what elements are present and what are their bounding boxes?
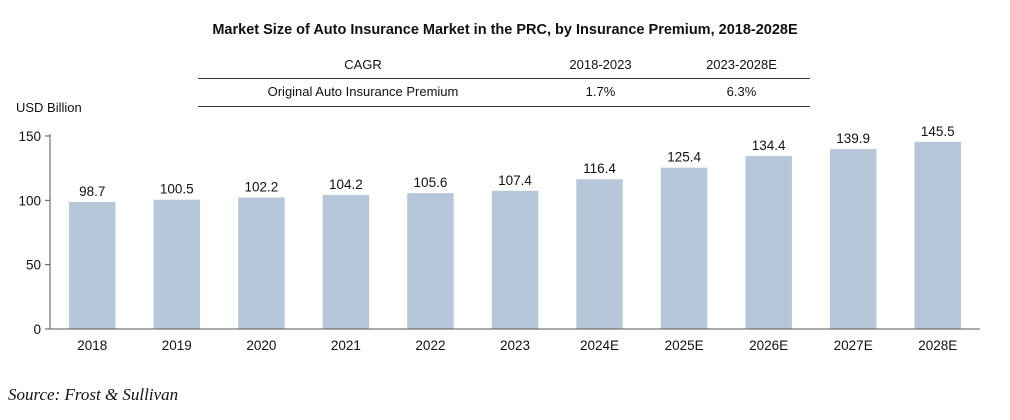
cagr-row-value-1: 1.7% — [585, 84, 616, 99]
y-tick-label: 50 — [26, 258, 41, 273]
bar-value-label: 145.5 — [921, 124, 955, 139]
cagr-header-row: CAGR 2018-2023 2023-2028E — [198, 51, 810, 78]
x-tick-label: 2028E — [918, 338, 957, 353]
x-tick-label: 2018 — [77, 338, 107, 353]
bar — [576, 179, 623, 329]
y-axis: 0 50 100 150 — [18, 129, 51, 337]
bar — [491, 190, 539, 329]
bar — [407, 193, 454, 329]
x-tick-label: 2027E — [834, 338, 873, 353]
x-axis: 2018 2019 2020 2021 2022 2023 2024E 2025E 2026E 2… — [50, 328, 980, 353]
x-tick-label: 2025E — [665, 338, 704, 353]
x-tick-label: 2019 — [162, 338, 192, 353]
bar — [69, 202, 116, 329]
x-tick-label: 2020 — [246, 338, 276, 353]
bar — [745, 156, 792, 329]
bar-value-label: 105.6 — [414, 175, 448, 190]
x-tick-label: 2026E — [749, 338, 788, 353]
y-tick-label: 0 — [33, 322, 41, 337]
y-tick-label: 100 — [18, 193, 41, 208]
bar — [829, 148, 877, 329]
cagr-divider-bottom — [198, 106, 810, 107]
cagr-table: CAGR 2018-2023 2023-2028E Original Auto … — [198, 51, 810, 105]
bar-value-label: 107.4 — [498, 173, 532, 188]
bar-value-label: 98.7 — [79, 184, 105, 199]
x-tick-label: 2024E — [580, 338, 619, 353]
cagr-header-period-1: 2018-2023 — [569, 57, 632, 72]
bar — [914, 141, 961, 329]
bar-value-label: 125.4 — [667, 150, 701, 165]
bar-value-label: 104.2 — [329, 177, 363, 192]
cagr-data-row: Original Auto Insurance Premium 1.7% 6.3… — [198, 78, 810, 105]
bar-value-label: 102.2 — [244, 180, 278, 195]
x-tick-label: 2021 — [331, 338, 361, 353]
y-axis-label: USD Billion — [16, 100, 82, 115]
y-tick-label: 150 — [18, 129, 41, 144]
cagr-header-label: CAGR — [344, 57, 382, 72]
cagr-row-value-2: 6.3% — [726, 84, 757, 99]
bar-chart: USD Billion 0 50 100 150 98.7 100.5 102.2 104.… — [16, 100, 980, 353]
bar-value-label: 139.9 — [836, 131, 870, 146]
cagr-header-period-2: 2023-2028E — [706, 57, 777, 72]
bar-value-label: 100.5 — [160, 182, 194, 197]
bar — [660, 167, 708, 329]
cagr-divider-top — [198, 78, 810, 79]
bar-value-label: 116.4 — [583, 161, 616, 176]
source-note: Source: Frost & Sullivan — [8, 385, 179, 404]
bar-value-label: 134.4 — [752, 138, 786, 153]
chart-title: Market Size of Auto Insurance Market in … — [212, 22, 798, 38]
bars: 98.7 100.5 102.2 104.2 105.6 107.4 116.4 125.4 1… — [69, 124, 961, 329]
x-tick-label: 2022 — [415, 338, 445, 353]
x-tick-label: 2023 — [500, 338, 530, 353]
bar — [322, 194, 370, 329]
cagr-row-label: Original Auto Insurance Premium — [267, 84, 459, 99]
bar — [238, 197, 285, 329]
bar — [153, 199, 201, 329]
